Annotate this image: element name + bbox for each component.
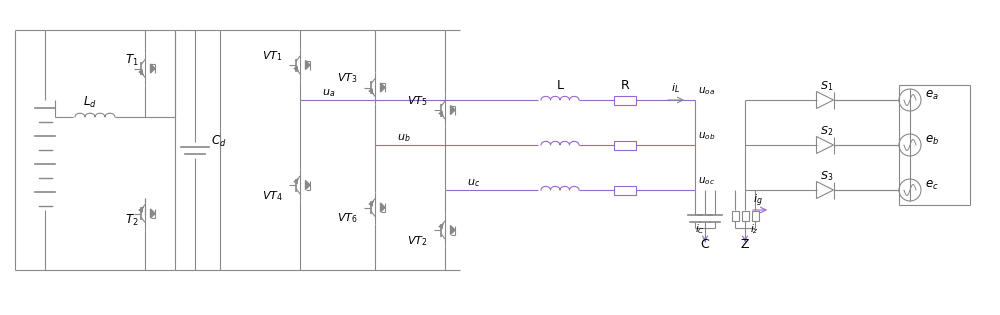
Polygon shape — [306, 180, 310, 190]
Bar — [614, 95, 636, 105]
Text: $C_d$: $C_d$ — [211, 134, 226, 149]
Text: $VT_2$: $VT_2$ — [407, 234, 427, 248]
Text: $L_d$: $L_d$ — [83, 95, 97, 110]
Text: C: C — [701, 238, 709, 251]
Polygon shape — [306, 60, 310, 70]
Text: $i_g$: $i_g$ — [753, 192, 763, 209]
Text: $VT_1$: $VT_1$ — [262, 49, 282, 63]
Text: $VT_4$: $VT_4$ — [262, 189, 282, 203]
Text: $u_c$: $u_c$ — [467, 177, 480, 189]
Bar — [732, 211, 738, 221]
Text: $u_b$: $u_b$ — [397, 132, 411, 144]
Polygon shape — [380, 203, 385, 212]
Text: $i_L$: $i_L$ — [671, 82, 680, 95]
Text: $S_2$: $S_2$ — [820, 124, 834, 138]
Polygon shape — [380, 83, 385, 92]
Text: $i_z$: $i_z$ — [750, 222, 759, 236]
Text: $S_3$: $S_3$ — [820, 169, 834, 183]
Polygon shape — [450, 226, 455, 234]
Polygon shape — [450, 106, 455, 114]
Polygon shape — [150, 64, 155, 73]
Bar — [614, 140, 636, 150]
Text: $u_{ob}$: $u_{ob}$ — [698, 130, 715, 142]
Text: $e_b$: $e_b$ — [925, 134, 939, 147]
Bar — [752, 211, 759, 221]
Text: $T_2$: $T_2$ — [125, 213, 139, 228]
Bar — [614, 186, 636, 194]
Text: $e_c$: $e_c$ — [925, 179, 939, 192]
Text: $u_a$: $u_a$ — [322, 87, 335, 99]
Text: $S_1$: $S_1$ — [820, 79, 834, 93]
Text: $i_C$: $i_C$ — [695, 222, 705, 236]
Text: $VT_6$: $VT_6$ — [337, 211, 357, 225]
Polygon shape — [150, 209, 155, 218]
Text: $e_a$: $e_a$ — [925, 89, 939, 102]
Text: L: L — [556, 79, 564, 92]
Text: $u_{oa}$: $u_{oa}$ — [698, 85, 715, 97]
Text: $VT_3$: $VT_3$ — [337, 72, 357, 85]
Text: Z: Z — [741, 238, 749, 251]
Text: $VT_5$: $VT_5$ — [407, 94, 427, 108]
Text: R: R — [621, 79, 629, 92]
Text: $T_1$: $T_1$ — [125, 53, 139, 68]
Bar — [742, 211, 748, 221]
Text: $u_{oc}$: $u_{oc}$ — [698, 175, 715, 187]
